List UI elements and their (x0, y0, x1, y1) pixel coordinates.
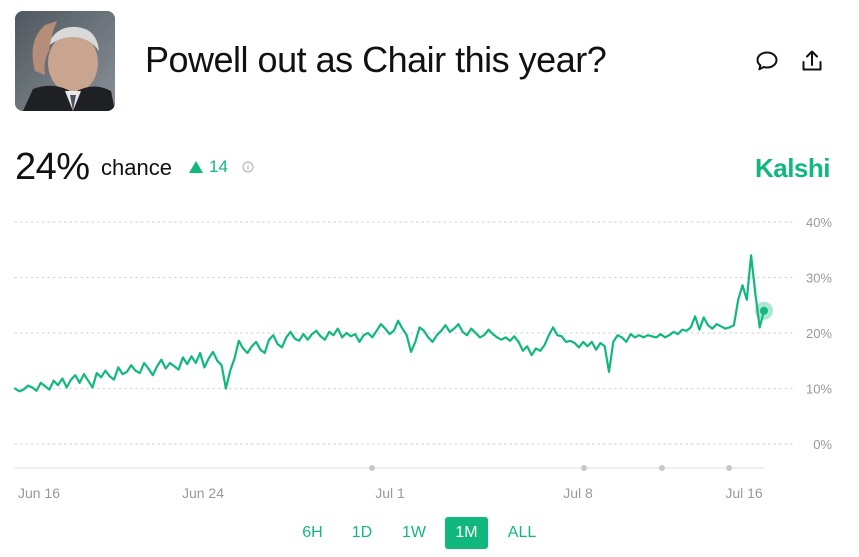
person-photo-icon (15, 11, 115, 111)
up-arrow-icon (189, 161, 203, 173)
range-button-1m[interactable]: 1M (445, 517, 488, 549)
change-indicator: 14 (189, 157, 228, 177)
y-tick-label: 30% (806, 271, 832, 286)
y-tick-label: 10% (806, 382, 832, 397)
avatar (15, 11, 115, 111)
share-icon (802, 50, 822, 71)
share-button[interactable] (799, 48, 825, 74)
price-chart: 40% 30% 20% 10% 0% Jun 16 Jun 24 Jul 1 Jul 8 Jul … (13, 215, 832, 501)
timeline-marker (581, 465, 587, 471)
brand-logo: Kalshi (754, 153, 831, 183)
range-button-all[interactable]: ALL (507, 524, 537, 541)
y-tick-label: 0% (813, 437, 832, 452)
comment-icon (756, 51, 778, 71)
timeline-marker (726, 465, 732, 471)
timeline-marker (369, 465, 375, 471)
x-tick-label: Jul 8 (563, 485, 593, 501)
y-tick-label: 20% (806, 326, 832, 341)
change-value: 14 (209, 157, 228, 176)
chance-label: chance (101, 155, 172, 180)
probability-value: 24% (15, 146, 90, 188)
series-line (13, 254, 766, 393)
range-button-1d[interactable]: 1D (351, 524, 373, 541)
x-tick-label: Jul 1 (375, 485, 405, 501)
y-tick-label: 40% (806, 215, 832, 230)
info-icon[interactable] (242, 161, 254, 173)
page-title: Powell out as Chair this year? (145, 39, 607, 80)
range-button-1w[interactable]: 1W (402, 524, 426, 541)
x-tick-label: Jul 16 (725, 485, 763, 501)
range-button-6h[interactable]: 6H (302, 524, 323, 541)
x-tick-label: Jun 24 (182, 485, 224, 501)
timeline-marker (659, 465, 665, 471)
x-tick-label: Jun 16 (18, 485, 60, 501)
current-value-dot (760, 306, 768, 315)
time-range-selector: 6H 1D 1W 1M ALL (0, 517, 859, 549)
comment-button[interactable] (754, 48, 780, 74)
